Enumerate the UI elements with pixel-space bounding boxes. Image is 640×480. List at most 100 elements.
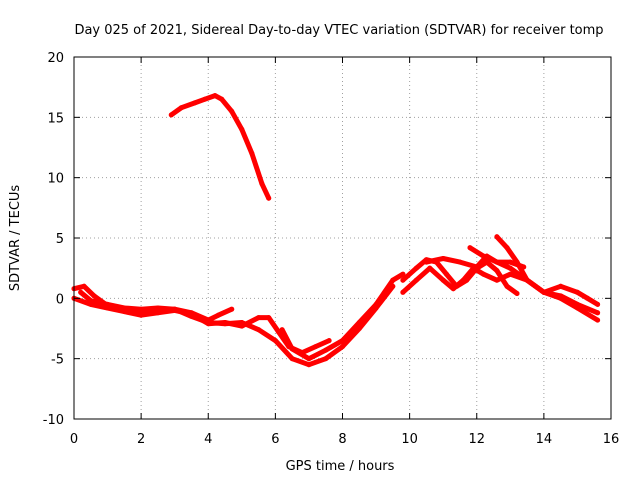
data-point (212, 93, 218, 99)
data-point (474, 264, 480, 270)
data-point (494, 259, 500, 265)
data-point (427, 265, 433, 271)
data-point (168, 112, 174, 118)
data-point (249, 151, 255, 156)
x-tick-label: 8 (338, 432, 346, 447)
grid (74, 57, 611, 419)
data-point (390, 277, 396, 283)
x-tick-label: 4 (204, 432, 212, 447)
data-point (400, 271, 406, 277)
y-tick-label: -10 (43, 413, 64, 428)
data-point (229, 108, 235, 114)
y-tick-label: 15 (47, 111, 64, 126)
data-point (229, 306, 235, 312)
data-point (524, 277, 530, 283)
data-point (178, 105, 184, 111)
data-point (215, 312, 221, 318)
data-point (356, 320, 362, 325)
data-point (256, 327, 262, 333)
data-point (222, 321, 228, 327)
data-point (88, 298, 94, 304)
data-point (239, 126, 245, 132)
data-point (507, 271, 513, 277)
data-point (121, 305, 127, 311)
data-point (504, 245, 510, 251)
data-point (91, 293, 97, 299)
data-point (504, 283, 510, 289)
data-point (192, 100, 198, 106)
data-point (78, 289, 84, 295)
data-point (574, 289, 580, 295)
data-point (172, 306, 178, 312)
data-point (202, 96, 208, 102)
data-point (413, 265, 419, 271)
data-point (256, 315, 262, 321)
x-tick-label: 0 (70, 432, 78, 447)
data-point (595, 317, 601, 323)
data-point (155, 305, 161, 311)
y-tick-label: 10 (47, 172, 64, 187)
y-tick-label: 20 (47, 51, 64, 66)
data-point (239, 320, 245, 325)
data-point (138, 306, 144, 312)
data-point (460, 277, 466, 283)
x-tick-label: 10 (401, 432, 418, 447)
data-point (189, 313, 194, 319)
data-point (440, 256, 446, 261)
data-point (521, 264, 527, 270)
data-point (306, 362, 312, 368)
y-tick-label: -5 (51, 353, 64, 368)
data-point (400, 277, 406, 283)
data-point (306, 356, 312, 362)
data-point (558, 283, 564, 289)
x-tick-label: 2 (137, 432, 145, 447)
y-tick-label: 0 (56, 292, 64, 307)
data-point (326, 338, 332, 344)
series-group (71, 93, 601, 368)
data-point (457, 259, 463, 265)
chart-title: Day 025 of 2021, Sidereal Day-to-day VTE… (74, 23, 603, 38)
data-point (279, 327, 285, 333)
y-tick-label: 5 (56, 232, 64, 247)
data-point (81, 283, 87, 289)
data-point (423, 259, 429, 265)
data-point (494, 268, 500, 274)
data-point (595, 301, 601, 307)
data-point (219, 96, 225, 102)
x-tick-label: 6 (271, 432, 279, 447)
data-point (323, 356, 329, 362)
data-point (574, 301, 580, 307)
data-point (138, 312, 144, 318)
data-point (444, 271, 449, 277)
data-point (266, 315, 272, 321)
data-point (272, 338, 278, 344)
x-tick-label: 16 (603, 432, 620, 447)
data-point (450, 286, 456, 292)
data-point (340, 344, 345, 350)
data-point (541, 289, 547, 295)
x-tick-label: 12 (468, 432, 485, 447)
data-point (494, 277, 500, 283)
data-point (323, 347, 329, 353)
x-axis-label: GPS time / hours (286, 459, 395, 474)
data-point (467, 245, 473, 251)
series-line-arc-7 (400, 265, 601, 323)
data-point (507, 265, 513, 271)
data-point (155, 310, 161, 316)
series-line-arc-8 (423, 253, 601, 316)
series-line-arc-5 (168, 93, 272, 201)
data-point (481, 253, 486, 259)
series-line-arc-3 (78, 283, 396, 368)
data-point (494, 234, 500, 240)
data-point (413, 277, 419, 283)
data-point (514, 291, 520, 296)
x-tick-label: 14 (536, 432, 553, 447)
data-point (105, 301, 111, 307)
data-point (340, 338, 345, 344)
data-point (595, 310, 601, 316)
ticks: 0 2 4 6 8 10 12 14 16 -10 -5 0 5 10 15 20 (43, 51, 620, 447)
data-point (259, 181, 265, 187)
y-axis-label: SDTVAR / TECUs (8, 185, 23, 292)
data-point (289, 356, 295, 362)
